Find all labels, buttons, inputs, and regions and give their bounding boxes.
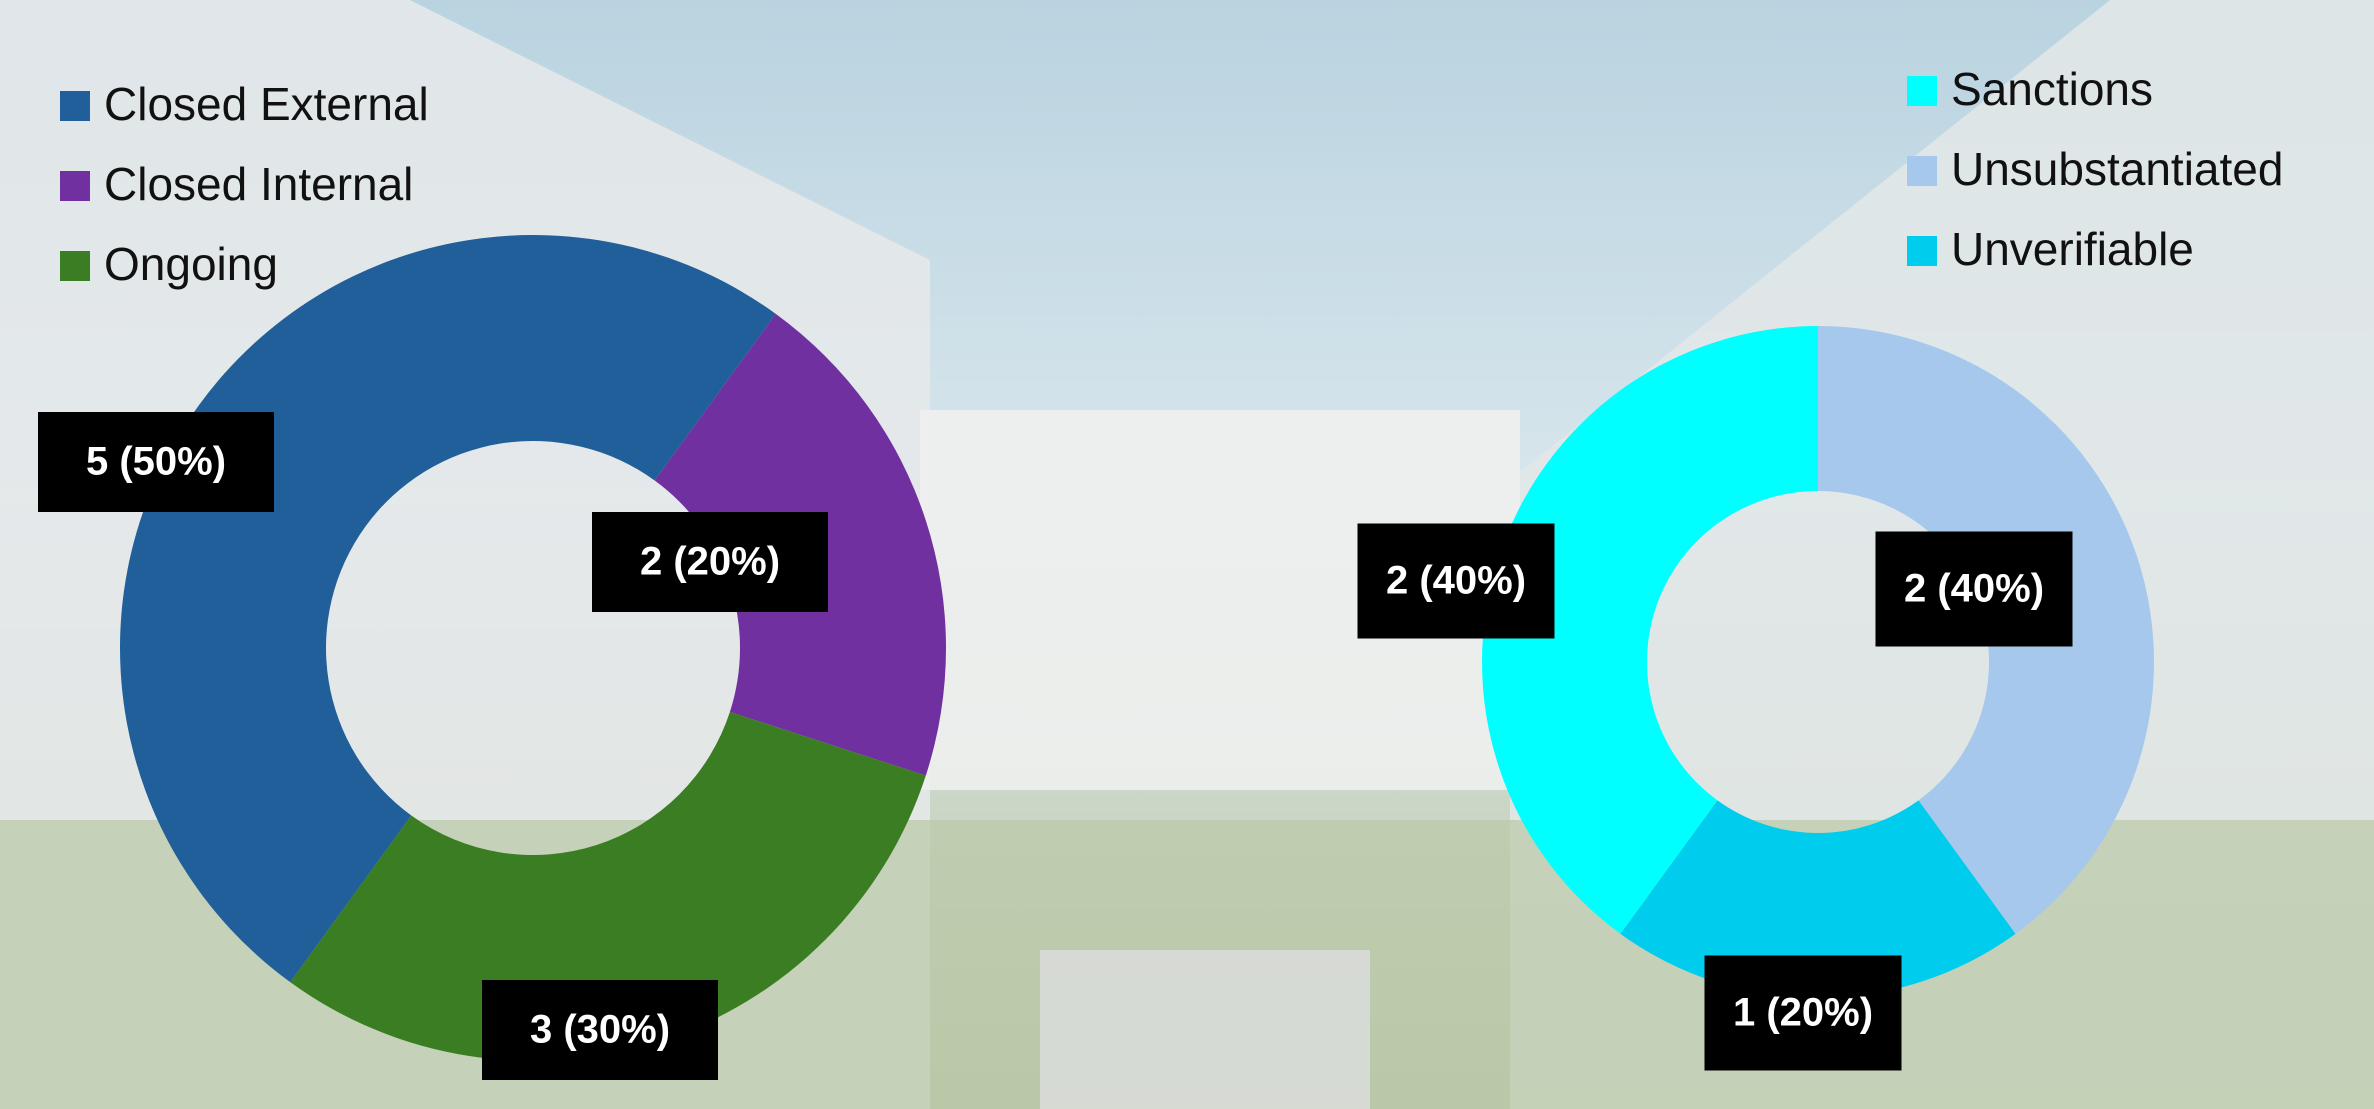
- legend-swatch: [60, 171, 90, 201]
- legend-entry: Closed Internal: [104, 158, 413, 210]
- legend-swatch: [1907, 236, 1937, 266]
- legend-swatch: [60, 251, 90, 281]
- legend-entry: Unsubstantiated: [1951, 143, 2283, 195]
- legend-entry: Ongoing: [104, 238, 278, 290]
- value-label: 5 (50%): [86, 440, 226, 484]
- slide: 5 (50%) 2 (20%) 3 (30%) Closed External Clos…: [0, 0, 2374, 1109]
- fountain: [1040, 950, 1370, 1109]
- value-label: 3 (30%): [530, 1008, 670, 1052]
- legend-entry: Closed External: [104, 78, 429, 130]
- legend-swatch: [1907, 76, 1937, 106]
- legend-entry: Sanctions: [1951, 63, 2153, 115]
- legend-swatch: [1907, 156, 1937, 186]
- value-label: 2 (40%): [1386, 559, 1526, 603]
- value-label: 2 (40%): [1904, 567, 2044, 611]
- value-label: 2 (20%): [640, 540, 780, 584]
- legend-swatch: [60, 91, 90, 121]
- legend-entry: Unverifiable: [1951, 223, 2194, 275]
- value-label: 1 (20%): [1733, 991, 1873, 1035]
